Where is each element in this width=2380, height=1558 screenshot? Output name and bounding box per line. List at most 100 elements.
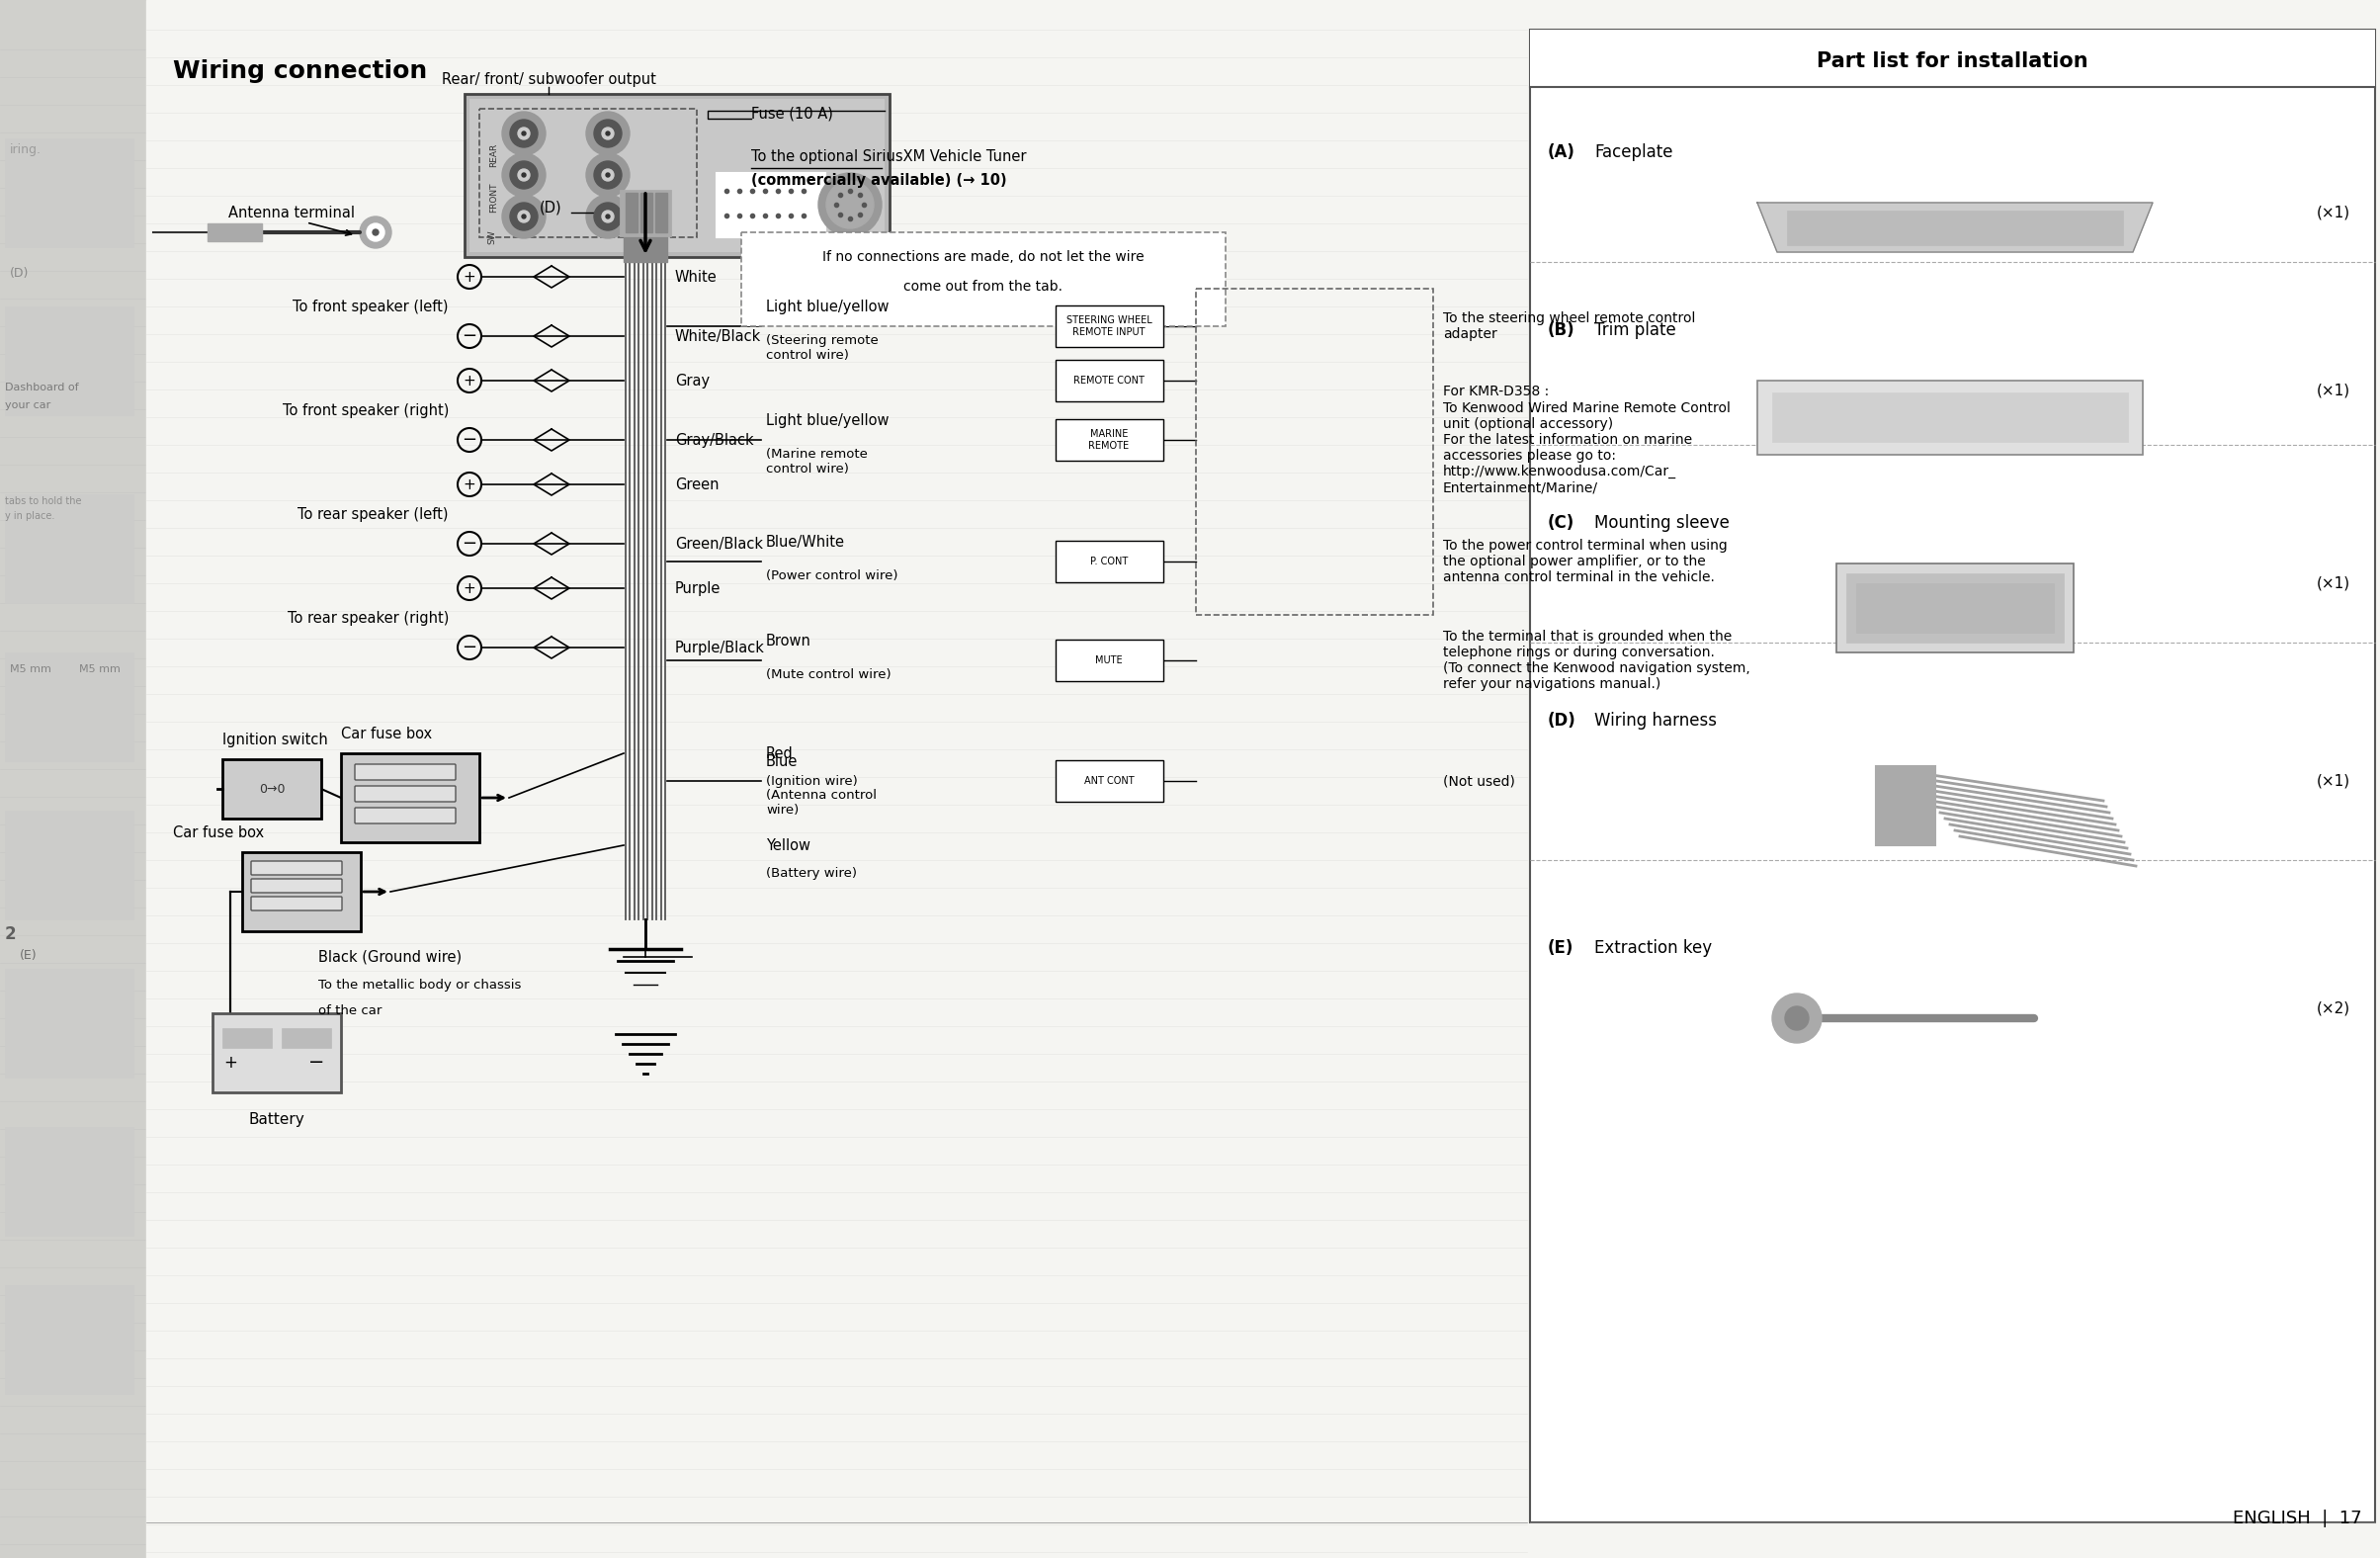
Text: Yellow: Yellow: [766, 838, 812, 852]
Bar: [1847, 573, 2063, 642]
Text: To front speaker (left): To front speaker (left): [293, 299, 450, 313]
Text: To the steering wheel remote control
adapter: To the steering wheel remote control ada…: [1442, 312, 1695, 341]
Bar: [464, 93, 890, 257]
Circle shape: [521, 215, 526, 218]
Text: Light blue/yellow: Light blue/yellow: [766, 299, 890, 315]
Text: ENGLISH  |  17: ENGLISH | 17: [2232, 1510, 2363, 1527]
FancyBboxPatch shape: [1756, 380, 2142, 455]
Bar: [212, 1013, 340, 1092]
Circle shape: [519, 210, 531, 223]
Circle shape: [595, 120, 621, 148]
Bar: [5, 1285, 133, 1394]
Bar: [1530, 30, 2375, 87]
Circle shape: [509, 120, 538, 148]
Text: White/Black: White/Black: [676, 329, 762, 343]
Text: y in place.: y in place.: [5, 511, 55, 520]
Circle shape: [509, 203, 538, 231]
Bar: [716, 173, 826, 237]
Circle shape: [607, 173, 609, 178]
Text: ANT CONT: ANT CONT: [1083, 776, 1133, 785]
Text: +: +: [464, 374, 476, 388]
Bar: [1773, 393, 2128, 442]
Circle shape: [1785, 1006, 1809, 1030]
Text: +: +: [464, 477, 476, 492]
Bar: [207, 223, 262, 241]
Bar: [1875, 767, 1935, 846]
Text: To rear speaker (left): To rear speaker (left): [298, 506, 450, 522]
Text: SW: SW: [488, 231, 497, 245]
Text: iring.: iring.: [10, 143, 40, 156]
Text: (Not used): (Not used): [1442, 774, 1516, 788]
Circle shape: [519, 170, 531, 181]
Text: M5 mm: M5 mm: [10, 664, 52, 675]
Circle shape: [521, 173, 526, 178]
Circle shape: [607, 131, 609, 136]
FancyBboxPatch shape: [250, 897, 343, 910]
FancyBboxPatch shape: [1057, 640, 1164, 681]
Text: Purple: Purple: [676, 581, 721, 595]
Text: Trim plate: Trim plate: [1595, 321, 1676, 340]
Text: (×1): (×1): [2316, 774, 2351, 788]
Circle shape: [585, 112, 631, 156]
Circle shape: [585, 153, 631, 196]
FancyBboxPatch shape: [740, 232, 1226, 326]
Text: Rear/ front/ subwoofer output: Rear/ front/ subwoofer output: [440, 72, 657, 87]
Text: Mounting sleeve: Mounting sleeve: [1595, 514, 1730, 531]
Circle shape: [1773, 994, 1821, 1042]
Text: Blue/White: Blue/White: [766, 534, 845, 550]
Text: To the metallic body or chassis: To the metallic body or chassis: [319, 978, 521, 991]
Text: Car fuse box: Car fuse box: [340, 726, 433, 742]
Bar: [281, 1028, 331, 1049]
Text: (E): (E): [19, 949, 38, 961]
Text: −: −: [462, 432, 476, 449]
Text: Car fuse box: Car fuse box: [174, 826, 264, 840]
Bar: [624, 232, 666, 262]
Bar: [626, 193, 638, 232]
Text: Red: Red: [766, 746, 793, 760]
Text: For KMR-D358 :
To Kenwood Wired Marine Remote Control
unit (optional accessory)
: For KMR-D358 : To Kenwood Wired Marine R…: [1442, 385, 1730, 495]
Polygon shape: [1756, 203, 2152, 252]
Text: To front speaker (right): To front speaker (right): [283, 404, 450, 418]
FancyBboxPatch shape: [1057, 305, 1164, 347]
Text: MUTE: MUTE: [1095, 656, 1123, 665]
Text: (Steering remote
control wire): (Steering remote control wire): [766, 333, 878, 361]
Circle shape: [585, 195, 631, 238]
Text: (B): (B): [1547, 321, 1576, 340]
Text: Dashboard of: Dashboard of: [5, 383, 79, 393]
Text: Part list for installation: Part list for installation: [1816, 51, 2087, 72]
Text: REMOTE CONT: REMOTE CONT: [1073, 375, 1145, 385]
Text: (commercially available) (→ 10): (commercially available) (→ 10): [752, 173, 1007, 187]
FancyBboxPatch shape: [355, 807, 455, 824]
Bar: [5, 653, 133, 762]
Bar: [5, 969, 133, 1078]
Text: (Battery wire): (Battery wire): [766, 866, 857, 880]
Text: If no connections are made, do not let the wire: If no connections are made, do not let t…: [823, 251, 1145, 263]
Bar: [1787, 210, 2123, 245]
Bar: [221, 759, 321, 818]
Text: Fuse (10 A): Fuse (10 A): [752, 106, 833, 122]
Text: White: White: [676, 270, 716, 284]
Text: REAR: REAR: [490, 143, 500, 167]
Text: (×1): (×1): [2316, 206, 2351, 220]
Text: Gray/Black: Gray/Black: [676, 433, 754, 447]
Text: Light blue/yellow: Light blue/yellow: [766, 413, 890, 428]
Circle shape: [595, 160, 621, 189]
Bar: [1856, 583, 2054, 633]
Text: (×1): (×1): [2316, 383, 2351, 397]
Text: Wiring connection: Wiring connection: [174, 59, 428, 83]
Text: (×1): (×1): [2316, 576, 2351, 590]
Circle shape: [509, 160, 538, 189]
Circle shape: [519, 128, 531, 139]
Text: Gray: Gray: [676, 374, 709, 388]
Text: FRONT: FRONT: [490, 182, 500, 213]
Text: tabs to hold the: tabs to hold the: [5, 497, 81, 506]
Circle shape: [602, 210, 614, 223]
Text: Black (Ground wire): Black (Ground wire): [319, 949, 462, 964]
Circle shape: [374, 229, 378, 235]
Circle shape: [367, 223, 386, 241]
Bar: [1530, 30, 2375, 1522]
Bar: [5, 1126, 133, 1235]
Bar: [654, 193, 666, 232]
Text: (D): (D): [10, 266, 29, 280]
Text: Purple/Black: Purple/Black: [676, 640, 764, 654]
